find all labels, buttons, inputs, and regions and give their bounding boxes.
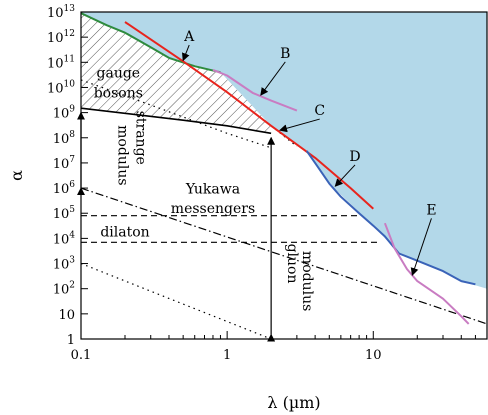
lower-dotted-line: [81, 262, 272, 339]
annotation-dilaton: dilaton: [100, 224, 149, 240]
dashdot-line: [81, 187, 487, 325]
annotation-bosons: bosons: [94, 85, 143, 101]
curve-label-leader-E: [410, 218, 432, 276]
annotation-gluon: gluon: [284, 244, 300, 284]
y-tick-label: 104: [53, 230, 76, 247]
y-tick-label: 109: [53, 105, 76, 122]
y-tick-label: 1: [67, 333, 75, 348]
curve-label-leader-B: [260, 61, 286, 96]
excluded-region: [81, 12, 487, 289]
y-tick-label: 102: [53, 281, 75, 298]
annotation-messengers: messengers: [171, 201, 255, 217]
annotation-strange: strange: [133, 111, 149, 165]
curve-C: [124, 21, 374, 210]
curve-E: [383, 222, 470, 325]
curve-label-leader-C: [279, 118, 320, 133]
y-tick-label: 108: [53, 130, 76, 147]
y-tick-label: 1011: [47, 54, 75, 71]
annotation-modulus1: modulus: [114, 125, 130, 185]
x-tick-label: 1: [223, 348, 231, 363]
annotation-gauge: gauge: [97, 65, 141, 81]
gauge-bosons-lower-boundary-line: [81, 107, 272, 135]
x-tick-label: 0.1: [71, 348, 92, 363]
y-tick-label: 105: [53, 205, 76, 222]
curve-label-leader-D: [334, 164, 356, 187]
x-axis-label: λ (µm): [267, 393, 320, 412]
y-tick-label: 1012: [47, 29, 75, 46]
y-tick-label: 10: [58, 308, 75, 323]
y-tick-label: 103: [53, 256, 76, 273]
curve-label-leader-A: [182, 44, 190, 62]
gauge-bosons-hatched-region: [81, 13, 272, 134]
y-axis-label: α: [7, 170, 26, 181]
x-tick-label: 10: [365, 348, 382, 363]
y-tick-label: 1013: [47, 4, 75, 21]
curve-label-D: D: [349, 149, 360, 165]
curve-label-A: A: [183, 29, 195, 45]
curve-label-B: B: [280, 46, 290, 62]
curve-label-C: C: [314, 103, 325, 119]
curve-D: [305, 150, 476, 286]
curve-A: [81, 12, 221, 74]
annotation-yukawa: Yukawa: [185, 182, 240, 198]
y-tick-label: 1010: [47, 79, 75, 96]
y-tick-label: 107: [53, 155, 76, 172]
curve-label-E: E: [426, 202, 436, 218]
y-tick-label: 106: [53, 180, 76, 197]
annotation-modulus2: modulus: [299, 251, 315, 311]
curve-B: [212, 68, 298, 112]
